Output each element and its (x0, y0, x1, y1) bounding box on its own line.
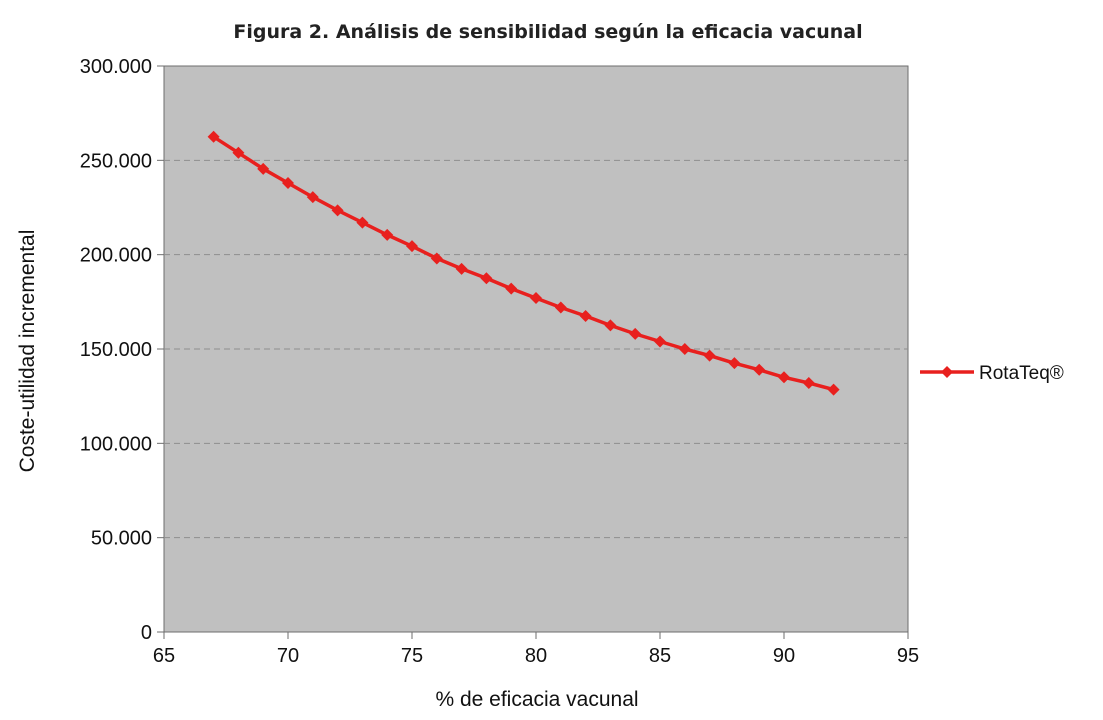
data-point (753, 363, 766, 376)
data-point (827, 383, 840, 396)
x-tick-label: 85 (649, 645, 671, 667)
legend-label-rotateq: RotaTeq® (979, 363, 1064, 384)
data-point (331, 204, 344, 217)
data-point (802, 376, 815, 389)
data-point (579, 309, 592, 322)
data-point (381, 228, 394, 241)
data-point (728, 357, 741, 370)
data-point (654, 335, 666, 348)
x-tick-label: 70 (277, 645, 299, 667)
data-point (629, 327, 642, 340)
y-tick-label: 150.000 (80, 339, 152, 361)
y-tick-label: 100.000 (80, 433, 152, 455)
data-point (554, 301, 567, 314)
x-tick-label: 65 (153, 645, 175, 667)
data-point (778, 371, 790, 384)
data-point (282, 176, 294, 189)
data-point (306, 191, 319, 204)
x-axis-ticks: 65 70 75 80 85 90 95 (153, 632, 919, 667)
y-tick-label: 200.000 (80, 245, 152, 267)
y-axis-label: Coste-utilidad incremental (16, 230, 39, 473)
data-point (257, 162, 270, 175)
data-point (480, 272, 493, 285)
data-point (232, 146, 245, 159)
y-tick-label: 250.000 (80, 150, 152, 172)
x-tick-label: 80 (525, 645, 547, 667)
y-tick-label: 50.000 (91, 528, 152, 550)
data-point (455, 262, 468, 275)
data-point (430, 252, 443, 265)
data-point (406, 240, 418, 253)
legend: RotaTeq® (920, 363, 1064, 384)
data-point (505, 282, 518, 295)
x-tick-label: 75 (401, 645, 423, 667)
y-tick-label: 300.000 (80, 56, 152, 78)
chart-title: Figura 2. Análisis de sensibilidad según… (233, 21, 862, 43)
x-axis-label: % de eficacia vacunal (435, 688, 638, 711)
data-point (604, 319, 617, 332)
data-point (678, 343, 691, 355)
data-point (356, 216, 369, 229)
data-point (530, 292, 542, 305)
series-rotateq (207, 130, 840, 396)
legend-marker-rotateq (941, 366, 953, 378)
data-point (207, 130, 220, 143)
y-axis-ticks: 0 50.000 100.000 150.000 200.000 250.000 300.0… (80, 56, 164, 644)
x-tick-label: 90 (773, 645, 795, 667)
y-tick-label: 0 (141, 622, 152, 644)
data-point (703, 349, 716, 362)
x-tick-label: 95 (897, 645, 919, 667)
grid-lines (164, 159, 908, 539)
